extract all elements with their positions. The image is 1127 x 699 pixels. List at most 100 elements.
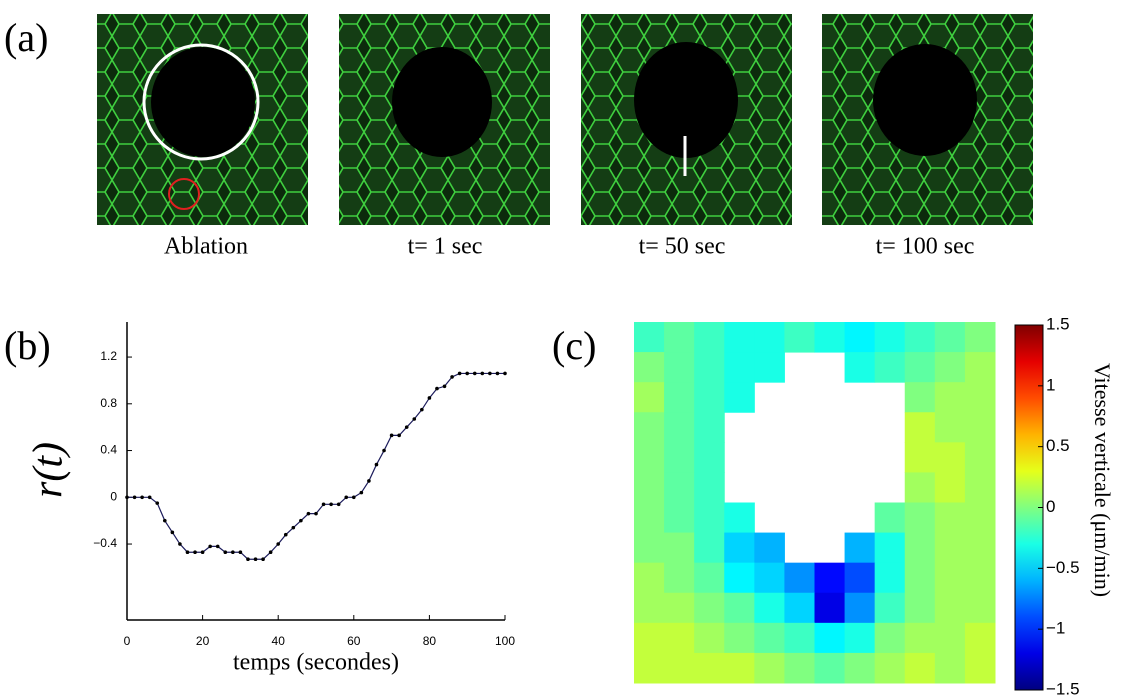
data-point [231,550,235,555]
heatmap-cell [664,352,695,383]
heatmap-cell [844,532,876,564]
heatmap-cell [634,412,665,443]
heatmap-cell [694,472,725,503]
data-point [246,557,250,562]
data-point [314,511,318,516]
data-point [427,396,432,400]
y-axis-label: r(t) [26,442,72,498]
heatmap-cell [634,322,665,353]
data-point [472,371,477,376]
data-point [382,448,386,453]
data-point [389,433,394,438]
heatmap-cell [634,442,665,473]
heatmap-cell [664,322,695,353]
heatmap-cell [874,652,906,684]
heatmap-cell [964,442,996,473]
heatmap-cell [964,502,996,534]
data-point [178,542,182,546]
heatmap-cell [694,322,725,353]
heatmap-cell [664,652,695,684]
heatmap-cell [784,652,815,684]
data-point [140,495,144,500]
colorbar-tick-label: 0 [1046,497,1055,516]
x-tick-label: 100 [495,634,515,648]
heatmap-cell [874,622,906,654]
micrograph [822,14,1033,225]
data-point [359,490,364,495]
heatmap-cell [694,562,725,594]
colorbar-tick-label: 1.5 [1046,314,1070,333]
heatmap-cell [964,352,996,383]
heatmap-cell [784,622,815,654]
heatmap-cell [904,592,936,624]
heatmap-cell [934,652,966,684]
data-point [299,518,303,523]
heatmap-cell [724,352,755,383]
caption: Ablation [164,234,248,260]
heatmap-cell [664,502,695,534]
heatmap-cell [664,622,695,654]
data-point [125,495,129,500]
caption: t= 1 sec [408,234,483,260]
caption: t= 100 sec [876,234,975,260]
heatmap-cell [904,442,936,473]
heatmap-cell [814,622,846,654]
heatmap-cell [724,532,755,564]
heatmap-cell [904,412,936,443]
data-point [185,550,190,555]
y-tick-label: 1.2 [100,349,117,363]
heatmap-cell [904,502,936,534]
heatmap-cell [874,352,906,383]
data-point [367,479,371,483]
heatmap-cell [664,412,695,443]
heatmap-cell [934,592,966,624]
heatmap-cell [904,562,936,594]
heatmap-cell [754,652,785,684]
heatmap-cell [694,652,725,684]
heatmap-cell [634,352,665,383]
y-tick-label: 0.8 [100,396,117,410]
heatmap-cell [664,592,695,624]
heatmap-cell [634,622,665,654]
heatmap-cell [694,412,725,443]
heatmap-cell [964,652,996,684]
panel-label: (a) [4,15,48,60]
heatmap-cell [814,322,846,353]
heatmap-cell [634,652,665,684]
x-tick-label: 20 [196,634,210,648]
heatmap-cell [964,592,996,624]
data-point [253,557,258,562]
heatmap-cell [964,532,996,564]
data-point [329,502,333,507]
heatmap-cell [754,532,785,564]
data-point [208,544,212,549]
panel-label: (c) [552,323,596,368]
heatmap-cell [904,352,936,383]
data-point [238,550,243,555]
data-point [147,495,152,500]
heatmap-cell [904,652,936,684]
heatmap-cell [694,352,725,383]
x-tick-label: 0 [124,634,131,648]
data-point [435,386,439,391]
data-point [465,371,470,376]
heatmap-cell [844,592,876,624]
heatmap-cell [724,382,755,413]
heatmap-cell [694,592,725,624]
data-point [450,375,454,379]
heatmap-cell [784,322,815,353]
data-point [223,550,228,555]
y-tick-label: −0.4 [93,536,117,550]
heatmap-cell [844,652,876,684]
data-point [503,371,507,376]
y-tick-label: 0 [110,489,117,503]
heatmap-cell [664,562,695,594]
heatmap-cell [664,382,695,413]
x-axis-label: temps (secondes) [233,650,399,676]
heatmap-cell [634,502,665,534]
x-tick-label: 80 [423,634,437,648]
micrograph [581,14,792,225]
y-tick-label: 0.4 [100,443,117,457]
colorbar-tick-label: −0.5 [1046,558,1080,577]
data-point [495,371,500,376]
